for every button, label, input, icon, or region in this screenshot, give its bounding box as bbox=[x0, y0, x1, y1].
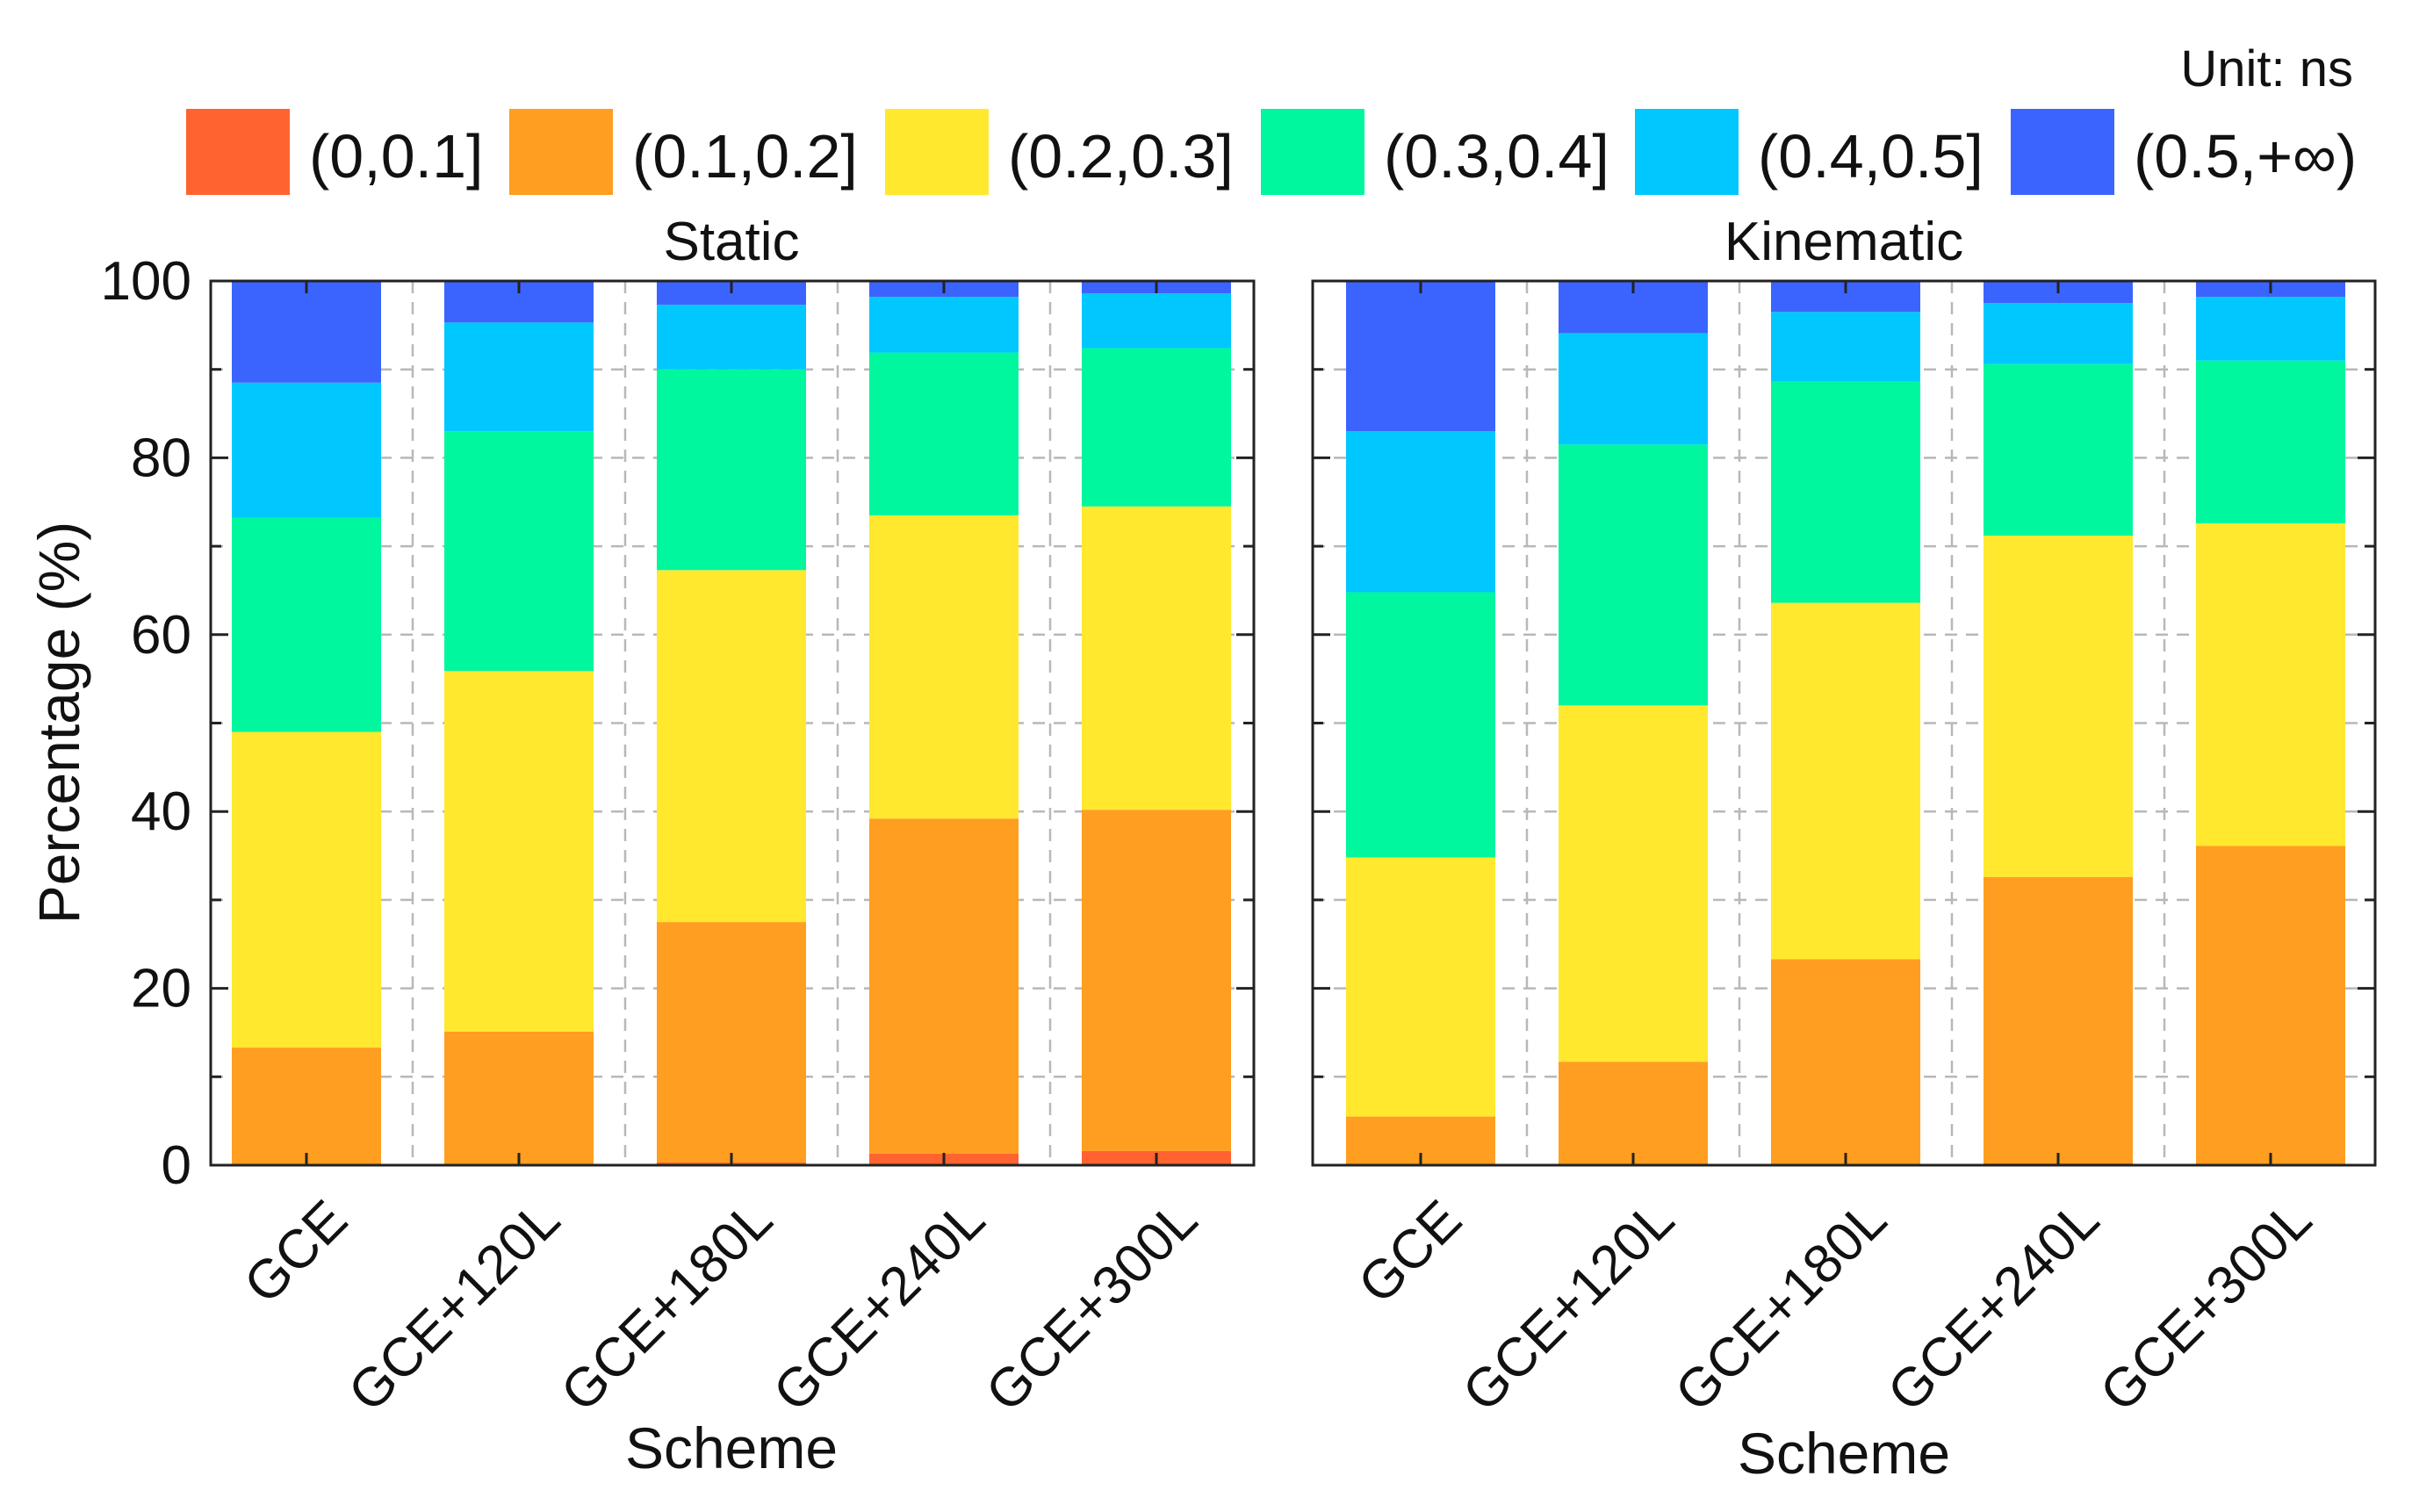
bar-segment-gce-180l-s5 bbox=[657, 305, 806, 370]
y-tick-label-40: 40 bbox=[131, 781, 191, 842]
x-tick-label-gce: GCE bbox=[233, 1189, 359, 1315]
bar-segment-gce-s4 bbox=[1346, 592, 1495, 858]
y-tick-label-60: 60 bbox=[131, 605, 191, 666]
x-tick-label-gce-240l: GCE+240L bbox=[762, 1189, 997, 1423]
chart-panel-kinematic: Kinematic GCEGCE+120LGCE+180LGCE+240LGCE… bbox=[1311, 212, 2377, 1486]
bar-segment-gce-240l-s5 bbox=[1984, 303, 2133, 364]
bar-segment-gce-120l-s2 bbox=[1559, 1062, 1708, 1165]
x-tick-label-gce-180l: GCE+180L bbox=[550, 1189, 784, 1423]
legend-swatch-3 bbox=[885, 109, 989, 195]
bar-segment-gce-240l-s2 bbox=[1984, 876, 2133, 1163]
bar-segment-gce-300l-s2 bbox=[2196, 846, 2345, 1165]
legend-label-4: (0.3,0.4] bbox=[1384, 122, 1609, 191]
y-tick-label-0: 0 bbox=[162, 1135, 191, 1196]
x-tick-label-gce-240l: GCE+240L bbox=[1876, 1189, 2111, 1423]
bars-static bbox=[232, 281, 1231, 1165]
bar-segment-gce-s3 bbox=[1346, 857, 1495, 1117]
legend-items: (0,0.1] (0.1,0.2] (0.2,0.3] (0.3,0.4] (0.4,0… bbox=[186, 109, 2357, 195]
bar-segment-gce-120l-s3 bbox=[1559, 705, 1708, 1062]
bar-stack-gce bbox=[232, 281, 381, 1165]
bar-segment-gce-120l-s2 bbox=[444, 1031, 594, 1164]
bar-segment-gce-s5 bbox=[232, 382, 381, 518]
bar-segment-gce-180l-s2 bbox=[1771, 959, 1920, 1165]
bar-segment-gce-120l-s5 bbox=[1559, 333, 1708, 445]
legend-unit-label: Unit: ns bbox=[2180, 40, 2353, 97]
legend-swatch-2 bbox=[509, 109, 613, 195]
x-tick-label-gce-120l: GCE+120L bbox=[337, 1189, 572, 1423]
bar-segment-gce-120l-s4 bbox=[444, 431, 594, 672]
bar-segment-gce-300l-s5 bbox=[2196, 297, 2345, 361]
bar-stack-gce-180l bbox=[657, 281, 806, 1165]
bar-segment-gce-300l-s3 bbox=[1082, 506, 1231, 810]
bar-segment-gce-240l-s3 bbox=[1984, 536, 2133, 877]
bar-segment-gce-s2 bbox=[232, 1048, 381, 1164]
legend-label-3: (0.2,0.3] bbox=[1008, 122, 1234, 191]
bar-segment-gce-120l-s4 bbox=[1559, 444, 1708, 706]
bar-segment-gce-s6 bbox=[1346, 281, 1495, 432]
x-tick-label-gce-300l: GCE+300L bbox=[975, 1189, 1209, 1423]
bar-segment-gce-300l-s3 bbox=[2196, 522, 2345, 846]
bar-segment-gce-s4 bbox=[232, 517, 381, 732]
bar-stack-gce-180l bbox=[1771, 281, 1920, 1165]
bar-stack-gce-120l bbox=[1559, 281, 1708, 1165]
bar-stack-gce-240l bbox=[1984, 281, 2133, 1165]
legend-label-1: (0,0.1] bbox=[309, 122, 483, 191]
bar-stack-gce-300l bbox=[1082, 281, 1231, 1165]
bar-segment-gce-300l-s5 bbox=[1082, 293, 1231, 349]
legend: Unit: ns (0,0.1] (0.1,0.2] (0.2,0.3] (0.3,0… bbox=[186, 40, 2357, 195]
legend-swatch-1 bbox=[186, 109, 290, 195]
bar-segment-gce-180l-s3 bbox=[657, 570, 806, 923]
legend-swatch-5 bbox=[1635, 109, 1739, 195]
x-tick-label-gce-120l: GCE+120L bbox=[1451, 1189, 1686, 1423]
bar-segment-gce-240l-s2 bbox=[869, 818, 1019, 1154]
bar-segment-gce-240l-s3 bbox=[869, 515, 1019, 819]
bar-segment-gce-180l-s4 bbox=[657, 369, 806, 571]
x-tick-label-gce-180l: GCE+180L bbox=[1664, 1189, 1898, 1423]
bar-segment-gce-s3 bbox=[232, 731, 381, 1048]
bar-segment-gce-180l-s2 bbox=[657, 922, 806, 1163]
x-axis-label-kinematic: Scheme bbox=[1738, 1421, 1950, 1486]
x-axis-label-static: Scheme bbox=[625, 1415, 838, 1480]
bar-segment-gce-300l-s2 bbox=[1082, 810, 1231, 1151]
y-axis-label-static: Percentage (%) bbox=[26, 522, 91, 925]
legend-label-5: (0.4,0.5] bbox=[1758, 122, 1984, 191]
y-tick-label-80: 80 bbox=[131, 428, 191, 488]
chart-panel-static: Static GCEGCE+120LGCE+180LGCE+240LGCE+30… bbox=[26, 212, 1256, 1480]
x-tick-label-gce: GCE bbox=[1347, 1189, 1473, 1315]
legend-label-6: (0.5,+∞) bbox=[2134, 122, 2357, 191]
bar-segment-gce-180l-s5 bbox=[1771, 312, 1920, 382]
bar-stack-gce bbox=[1346, 281, 1495, 1165]
bar-segment-gce-180l-s4 bbox=[1771, 381, 1920, 603]
legend-label-2: (0.1,0.2] bbox=[632, 122, 858, 191]
bar-stack-gce-240l bbox=[869, 281, 1019, 1165]
bar-segment-gce-240l-s4 bbox=[869, 352, 1019, 515]
bar-segment-gce-s5 bbox=[1346, 431, 1495, 593]
bar-segment-gce-300l-s4 bbox=[2196, 360, 2345, 523]
bar-segment-gce-120l-s5 bbox=[444, 322, 594, 432]
bar-segment-gce-300l-s4 bbox=[1082, 348, 1231, 507]
bar-stack-gce-300l bbox=[2196, 281, 2345, 1165]
bar-segment-gce-s6 bbox=[232, 281, 381, 383]
legend-swatch-4 bbox=[1261, 109, 1364, 195]
panel-title-kinematic: Kinematic bbox=[1724, 212, 1963, 272]
x-tick-label-gce-300l: GCE+300L bbox=[2089, 1189, 2323, 1423]
panel-title-static: Static bbox=[663, 212, 799, 272]
y-tick-label-100: 100 bbox=[101, 251, 191, 312]
bar-segment-gce-120l-s3 bbox=[444, 671, 594, 1032]
bar-segment-gce-180l-s3 bbox=[1771, 602, 1920, 960]
bar-segment-gce-240l-s5 bbox=[869, 297, 1019, 353]
legend-swatch-6 bbox=[2011, 109, 2114, 195]
grid-lines-static bbox=[211, 281, 1254, 1165]
bars-kinematic bbox=[1346, 281, 2345, 1165]
bar-stack-gce-120l bbox=[444, 281, 594, 1165]
bar-segment-gce-240l-s4 bbox=[1984, 364, 2133, 536]
y-tick-label-20: 20 bbox=[131, 959, 191, 1019]
